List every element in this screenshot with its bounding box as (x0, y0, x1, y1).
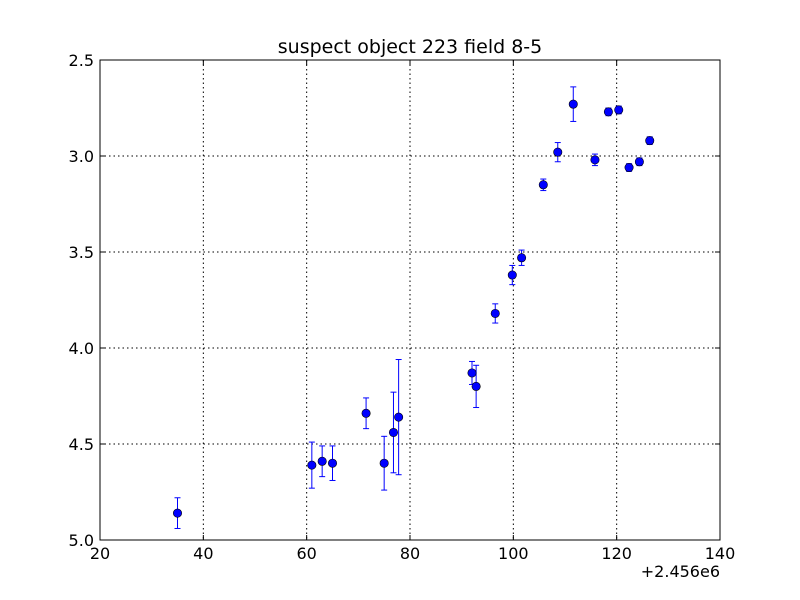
data-point (507, 270, 517, 280)
grid-lines (100, 60, 720, 540)
chart-title: suspect object 223 field 8-5 (278, 36, 543, 58)
data-point (173, 508, 183, 518)
data-points (173, 99, 655, 518)
x-tick-label: 40 (193, 544, 213, 563)
x-tick-label: 60 (296, 544, 316, 563)
data-point (553, 147, 563, 157)
data-point (517, 253, 527, 263)
data-point (624, 163, 634, 173)
data-point (307, 460, 317, 470)
data-point (634, 157, 644, 167)
y-tick-label: 3.5 (69, 243, 94, 262)
data-point (394, 412, 404, 422)
data-point (327, 458, 337, 468)
data-point (603, 107, 613, 117)
x-tick-label: 100 (498, 544, 529, 563)
x-tick-label: 140 (705, 544, 736, 563)
data-point (379, 458, 389, 468)
data-point (361, 408, 371, 418)
axis-ticks: 20 40 60 80 100 120 140 2.5 3.0 3.5 4.0 4.5 5.0 (69, 51, 736, 563)
data-point (538, 180, 548, 190)
x-axis-offset-label: +2.456e6 (641, 562, 720, 581)
data-point (590, 155, 600, 165)
x-tick-label: 120 (601, 544, 632, 563)
data-point (388, 427, 398, 437)
data-point (471, 381, 481, 391)
x-tick-label: 80 (400, 544, 420, 563)
data-point (568, 99, 578, 109)
x-tick-label: 20 (90, 544, 110, 563)
y-tick-label: 4.5 (69, 435, 94, 454)
data-point (614, 105, 624, 115)
data-point (490, 308, 500, 318)
data-point (317, 456, 327, 466)
y-tick-label: 5.0 (69, 531, 94, 550)
y-tick-label: 3.0 (69, 147, 94, 166)
data-point (645, 136, 655, 146)
y-tick-label: 2.5 (69, 51, 94, 70)
data-point (467, 368, 477, 378)
y-tick-label: 4.0 (69, 339, 94, 358)
